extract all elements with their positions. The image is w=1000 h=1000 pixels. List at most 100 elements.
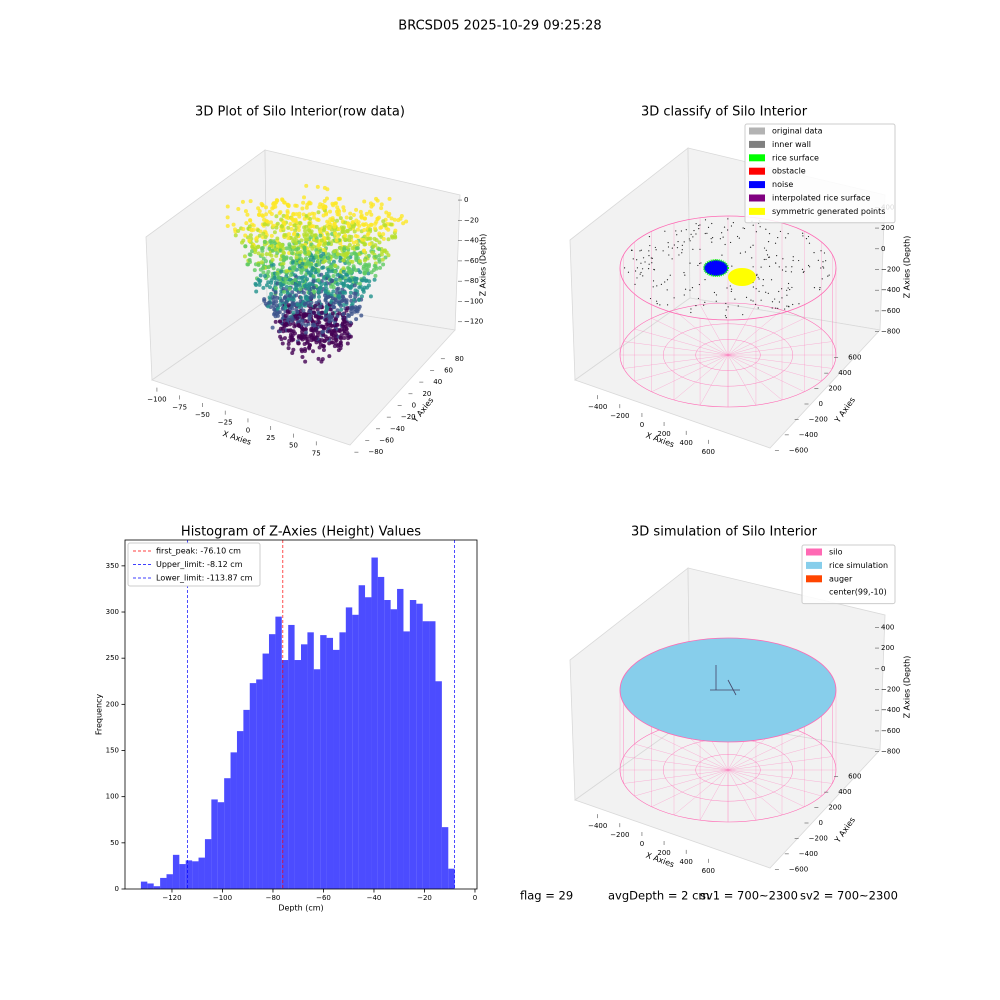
dot xyxy=(695,305,697,307)
point xyxy=(320,338,325,343)
point xyxy=(341,266,346,271)
bar xyxy=(275,616,282,889)
y-tick-label: 200 xyxy=(828,385,841,393)
point xyxy=(278,326,283,331)
dot xyxy=(640,249,642,251)
point xyxy=(284,300,289,305)
x-tick-label: −75 xyxy=(172,403,187,411)
point xyxy=(352,251,357,256)
point xyxy=(260,203,265,208)
point xyxy=(319,310,324,315)
bar xyxy=(281,660,289,889)
point xyxy=(309,262,314,267)
dot xyxy=(823,267,825,269)
point xyxy=(377,257,382,262)
point xyxy=(284,246,289,251)
point xyxy=(292,223,297,228)
point xyxy=(359,294,364,299)
dot xyxy=(719,238,721,240)
dot xyxy=(660,283,662,285)
dot xyxy=(807,264,810,267)
point xyxy=(270,295,275,300)
point xyxy=(267,295,272,300)
y-tick-label: 600 xyxy=(848,773,861,781)
wire xyxy=(727,756,833,771)
y-tick-label: 350 xyxy=(106,562,119,570)
point xyxy=(383,255,388,260)
bar xyxy=(352,614,359,889)
point xyxy=(288,222,293,227)
point xyxy=(365,236,370,241)
point xyxy=(300,261,305,266)
point xyxy=(368,227,373,232)
dot xyxy=(768,256,770,259)
bar xyxy=(153,886,161,889)
dot xyxy=(752,286,754,288)
dot xyxy=(725,316,727,319)
dot xyxy=(762,279,764,281)
point xyxy=(374,254,379,259)
point xyxy=(275,271,280,276)
point xyxy=(286,346,291,351)
dot xyxy=(721,232,723,234)
point xyxy=(368,236,373,241)
point xyxy=(389,222,394,227)
wire xyxy=(727,309,783,356)
point xyxy=(287,277,292,282)
point xyxy=(325,232,330,237)
dot xyxy=(751,257,753,259)
point xyxy=(330,317,335,322)
dot xyxy=(641,268,644,270)
dot xyxy=(787,233,789,235)
bar xyxy=(345,607,353,889)
point xyxy=(386,253,391,258)
wire xyxy=(651,354,729,392)
point xyxy=(261,231,266,236)
point xyxy=(240,199,245,204)
dot xyxy=(752,244,754,246)
wire xyxy=(727,769,833,784)
dot xyxy=(683,294,685,296)
x-tick-label: 0 xyxy=(473,894,477,902)
point xyxy=(325,219,330,224)
bar xyxy=(166,874,173,889)
point xyxy=(365,232,370,237)
dot xyxy=(704,219,707,221)
dot xyxy=(765,258,767,261)
point xyxy=(377,240,382,245)
point xyxy=(302,245,307,250)
point xyxy=(290,260,295,265)
dot xyxy=(668,254,670,256)
point xyxy=(290,336,295,341)
z-tick-label: −100 xyxy=(464,297,483,305)
point xyxy=(299,249,304,254)
z-tick-label: −60 xyxy=(464,257,479,265)
point xyxy=(320,330,325,335)
point xyxy=(248,199,253,204)
point xyxy=(334,322,339,327)
bar xyxy=(160,877,167,889)
z-tick-label: −40 xyxy=(464,237,479,245)
point xyxy=(346,224,351,229)
point xyxy=(349,309,354,314)
dot xyxy=(727,229,729,231)
point xyxy=(297,264,302,269)
point xyxy=(302,216,307,221)
dot xyxy=(692,248,694,250)
dot xyxy=(652,286,654,288)
point xyxy=(242,254,247,259)
dot xyxy=(820,250,822,252)
point xyxy=(274,303,279,308)
z-tick-label: 200 xyxy=(881,644,894,652)
legend xyxy=(801,544,896,605)
point xyxy=(295,316,300,321)
point xyxy=(372,277,377,282)
dot xyxy=(664,230,666,232)
point xyxy=(252,268,257,273)
point xyxy=(263,259,268,264)
dot xyxy=(778,301,780,303)
wire xyxy=(727,354,805,392)
point xyxy=(369,270,374,275)
wire xyxy=(727,354,833,369)
point xyxy=(345,341,350,346)
